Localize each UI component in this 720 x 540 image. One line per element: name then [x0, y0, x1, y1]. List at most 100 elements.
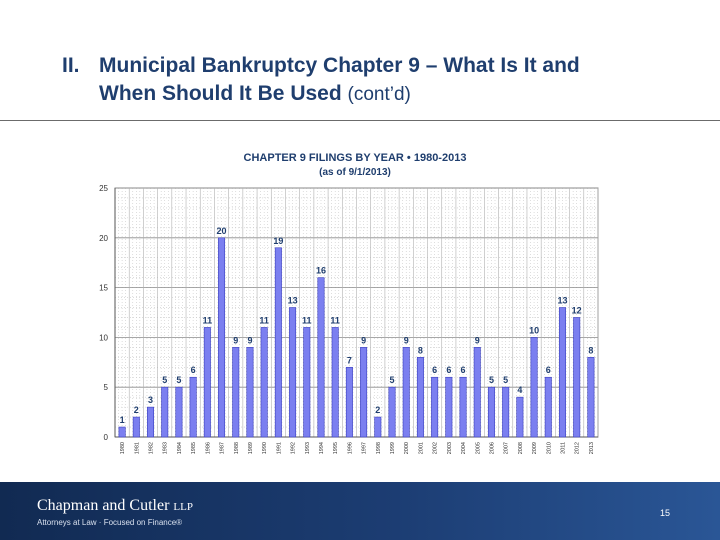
y-tick-label: 15 — [99, 284, 108, 293]
firm-tagline: Attorneys at Law · Focused on Finance® — [37, 518, 183, 527]
bar — [232, 347, 240, 438]
y-tick-label: 25 — [99, 184, 108, 193]
x-tick-label: 1984 — [177, 442, 183, 454]
data-label: 8 — [588, 345, 593, 355]
x-tick-label: 2001 — [418, 442, 424, 454]
data-label: 5 — [162, 375, 167, 385]
bar — [175, 386, 183, 438]
data-label: 5 — [390, 375, 395, 385]
data-label: 5 — [176, 375, 181, 385]
bar — [274, 247, 282, 438]
x-tick-label: 1991 — [276, 442, 282, 454]
title-number: II. — [62, 54, 80, 77]
bar — [558, 307, 566, 438]
x-tick-label: 1988 — [234, 442, 240, 454]
bar — [416, 357, 424, 438]
data-label: 7 — [347, 355, 352, 365]
x-tick-label: 1982 — [149, 442, 155, 454]
bar — [502, 386, 510, 438]
data-label: 11 — [330, 315, 340, 325]
bar — [374, 416, 382, 438]
x-tick-label: 2002 — [433, 442, 439, 454]
x-tick-label: 2004 — [461, 442, 467, 454]
data-label: 6 — [446, 365, 451, 375]
chart-title: CHAPTER 9 FILINGS BY YEAR • 1980-2013 — [244, 152, 467, 164]
data-label: 20 — [217, 226, 227, 236]
x-tick-label: 2003 — [447, 442, 453, 454]
x-tick-label: 1992 — [291, 442, 297, 454]
x-tick-label: 2012 — [575, 442, 581, 454]
data-label: 11 — [302, 315, 312, 325]
x-tick-label: 1999 — [390, 442, 396, 454]
bar — [473, 347, 481, 438]
data-label: 6 — [461, 365, 466, 375]
data-label: 4 — [517, 385, 522, 395]
data-label: 2 — [375, 405, 380, 415]
data-label: 9 — [247, 335, 252, 345]
bar — [203, 327, 211, 438]
data-label: 2 — [134, 405, 139, 415]
x-tick-label: 2007 — [504, 442, 510, 454]
x-tick-label: 1993 — [305, 442, 311, 454]
x-tick-label: 1990 — [262, 442, 268, 454]
x-tick-label: 1987 — [220, 442, 226, 454]
data-label: 19 — [273, 236, 283, 246]
data-label: 6 — [432, 365, 437, 375]
bar — [431, 376, 439, 438]
bar-chart: CHAPTER 9 FILINGS BY YEAR • 1980-2013 (a… — [99, 152, 599, 454]
bar — [161, 386, 169, 438]
x-tick-label: 1997 — [362, 442, 368, 454]
title-line-2: When Should It Be Used — [99, 82, 342, 105]
slide-title: II. Municipal Bankruptcy Chapter 9 – What… — [62, 52, 712, 109]
data-label: 6 — [546, 365, 551, 375]
bar — [530, 337, 538, 438]
bar — [573, 317, 581, 438]
x-tick-label: 1980 — [120, 442, 126, 454]
x-tick-label: 2000 — [404, 442, 410, 454]
data-label: 9 — [475, 335, 480, 345]
x-tick-label: 1998 — [376, 442, 382, 454]
y-tick-label: 5 — [104, 383, 109, 392]
data-label: 5 — [489, 375, 494, 385]
page-number: 15 — [660, 508, 671, 518]
bar — [260, 327, 268, 438]
bar — [147, 406, 155, 438]
firm-suffix: LLP — [173, 501, 193, 513]
data-label: 11 — [259, 315, 269, 325]
data-label: 16 — [316, 266, 326, 276]
bar — [402, 347, 410, 438]
x-tick-label: 1985 — [191, 442, 197, 454]
x-tick-label: 2013 — [589, 442, 595, 454]
data-label: 8 — [418, 345, 423, 355]
data-label: 9 — [361, 335, 366, 345]
data-label: 9 — [404, 335, 409, 345]
bar — [132, 416, 140, 438]
data-label: 1 — [120, 415, 125, 425]
title-line-2-wrap: When Should It Be Used (cont’d) — [62, 80, 712, 109]
title-suffix: (cont’d) — [347, 84, 411, 105]
bar — [246, 347, 254, 438]
bar — [118, 426, 126, 438]
title-line-1: Municipal Bankruptcy Chapter 9 – What Is… — [99, 54, 580, 77]
bar — [487, 386, 495, 438]
bar — [445, 376, 453, 438]
title-divider — [0, 120, 720, 121]
bar — [218, 237, 226, 438]
bar — [345, 366, 353, 438]
chart-subtitle: (as of 9/1/2013) — [319, 167, 391, 178]
bar — [331, 327, 339, 438]
firm-logo: Chapman and Cutler LLP — [37, 497, 193, 515]
data-label: 6 — [191, 365, 196, 375]
bar — [587, 357, 595, 438]
data-label: 3 — [148, 395, 153, 405]
x-tick-label: 2011 — [560, 442, 566, 454]
x-tick-label: 1981 — [134, 442, 140, 454]
x-tick-label: 2006 — [489, 442, 495, 454]
bars — [118, 237, 595, 438]
x-tick-label: 1994 — [319, 442, 325, 454]
data-label: 11 — [203, 315, 213, 325]
x-tick-label: 1996 — [347, 442, 353, 454]
data-label: 12 — [572, 305, 582, 315]
x-axis-ticks: 1980 1981 1982 1983 1984 1985 1986 1987 1988 1989… — [120, 442, 595, 454]
